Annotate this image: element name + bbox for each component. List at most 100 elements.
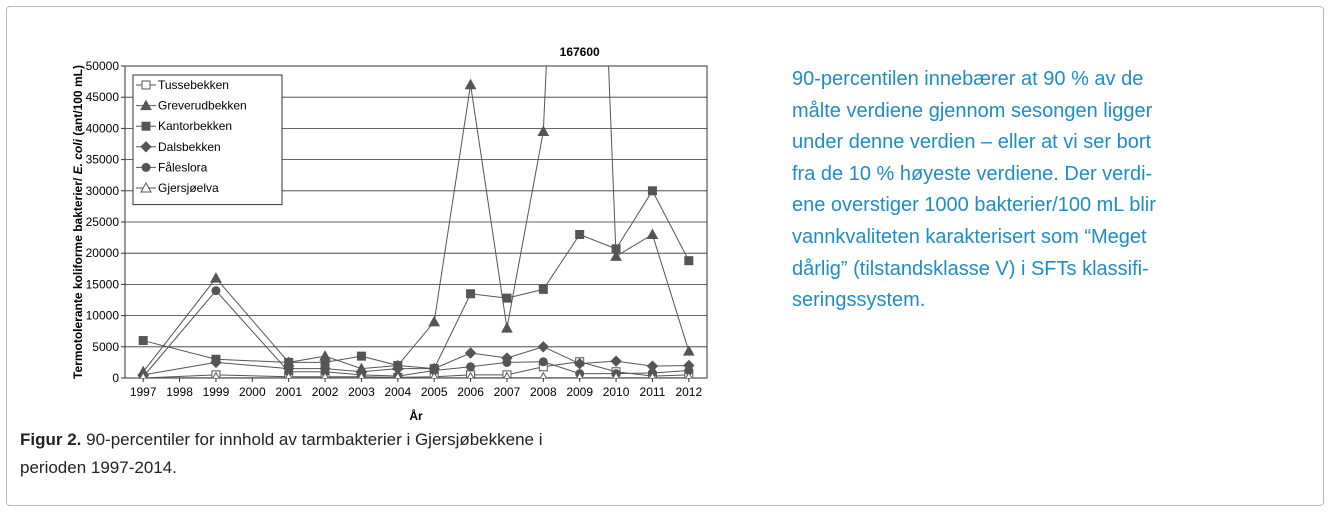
legend-label: Dalsbekken (158, 140, 221, 154)
marker (210, 356, 222, 369)
marker (428, 315, 441, 327)
marker (501, 322, 513, 333)
marker (502, 293, 512, 303)
legend-label: Fåleslora (158, 160, 208, 174)
series-line (143, 361, 689, 378)
y-tick-label: 45000 (86, 90, 120, 104)
marker (464, 78, 477, 90)
text-line: vannkvaliteten karakterisert som “Meget (792, 225, 1147, 248)
y-tick-label: 15000 (86, 277, 120, 291)
marker (537, 125, 550, 137)
x-tick-label: 2000 (239, 385, 266, 399)
series-line (143, 346, 689, 376)
chart: 0 5000 10000 15000 20000 25000 30000 35000 40000… (71, 45, 708, 423)
marker (140, 141, 152, 153)
marker (141, 162, 151, 172)
marker (538, 284, 548, 294)
series-line (142, 289, 689, 378)
annotation: 167600 (560, 45, 600, 59)
x-tick-label: 1997 (130, 385, 157, 399)
x-tick-label: 1999 (203, 385, 230, 399)
x-tick-label: 2011 (640, 385, 666, 399)
y-axis-label-part: Termotolerante koliforme bakterier/ (71, 174, 85, 379)
legend-box (132, 74, 283, 206)
side-text: 90-percentilen innebærer at 90 % av de må… (792, 64, 1156, 317)
x-tick-label: 1998 (166, 385, 193, 399)
legend-label: Kantorbekken (158, 119, 232, 133)
marker (685, 371, 693, 378)
legend-label: Gjersjøelva (158, 181, 219, 195)
series-line (143, 189, 690, 370)
y-tick-label: 40000 (86, 121, 120, 135)
marker (467, 371, 475, 378)
text-line: fra de 10 % høyeste verdiene. Der verdi- (792, 162, 1153, 185)
marker (647, 186, 657, 196)
marker (646, 228, 659, 239)
marker (612, 371, 620, 378)
x-tick-label: 2007 (494, 385, 521, 399)
x-tick-label: 2006 (457, 385, 484, 399)
marker (610, 355, 622, 367)
x-tick-label: 2001 (275, 385, 302, 399)
marker (503, 371, 511, 378)
plot (137, 66, 695, 378)
marker (321, 371, 329, 378)
y-tick-label: 10000 (86, 309, 120, 323)
marker (575, 229, 585, 239)
y-axis-label-part: (ant/100 mL) (71, 65, 85, 139)
marker (138, 336, 148, 346)
marker (394, 371, 402, 378)
legend-label: Tussebekken (158, 78, 229, 92)
marker (357, 371, 365, 378)
y-tick-label: 35000 (86, 153, 120, 167)
marker (212, 371, 220, 378)
y-tick-label: 50000 (86, 59, 120, 73)
marker (538, 357, 548, 367)
marker (537, 341, 550, 353)
marker (356, 351, 366, 361)
x-tick-label: 2003 (348, 385, 375, 399)
marker (682, 345, 695, 356)
x-tick-label: 2010 (603, 385, 630, 399)
marker (611, 244, 621, 254)
y-tick-label: 25000 (86, 215, 120, 229)
series-line (142, 66, 690, 373)
marker (648, 371, 656, 378)
marker (139, 371, 147, 378)
x-tick-label: 2012 (675, 385, 702, 399)
caption-label: Figur 2. (20, 430, 82, 449)
marker (466, 362, 476, 372)
marker (502, 357, 512, 367)
text-line: 90-percentilen innebærer at 90 % av de (792, 68, 1144, 90)
y-axis-label-part: E. coli (71, 138, 85, 174)
marker (576, 371, 584, 378)
text-line: dårlig” (tilstandsklasse V) i SFTs klass… (792, 257, 1149, 280)
x-tick-label: 2009 (566, 385, 593, 399)
marker (464, 347, 477, 359)
frame (6, 6, 1324, 506)
marker (684, 256, 694, 266)
marker (466, 289, 476, 299)
text-line: målte verdiene gjennom sesongen ligger (792, 99, 1153, 122)
marker (430, 371, 438, 378)
y-tick-label: 0 (112, 371, 119, 385)
y-tick-label: 5000 (92, 340, 119, 354)
marker (140, 181, 152, 193)
text-line: seringssystem. (792, 289, 926, 312)
marker (285, 371, 293, 378)
text-line: ene overstiger 1000 bakterier/100 mL bli… (792, 194, 1156, 217)
marker (539, 371, 547, 378)
x-tick-label: 2005 (421, 385, 448, 399)
text-line: under denne verdien – eller at vi ser bo… (792, 131, 1152, 154)
x-tick-label: 2004 (384, 385, 411, 399)
x-tick-label: 2008 (530, 385, 557, 399)
legend-label: Greverudbekken (158, 99, 247, 113)
caption-text: perioden 1997-2014. (20, 458, 177, 477)
marker (610, 250, 622, 261)
y-tick-label: 30000 (86, 184, 120, 198)
marker (573, 357, 586, 370)
caption-text: 90-percentiler for innhold av tarmbakter… (81, 430, 543, 449)
marker (141, 80, 151, 90)
x-axis-label: År (409, 408, 423, 423)
